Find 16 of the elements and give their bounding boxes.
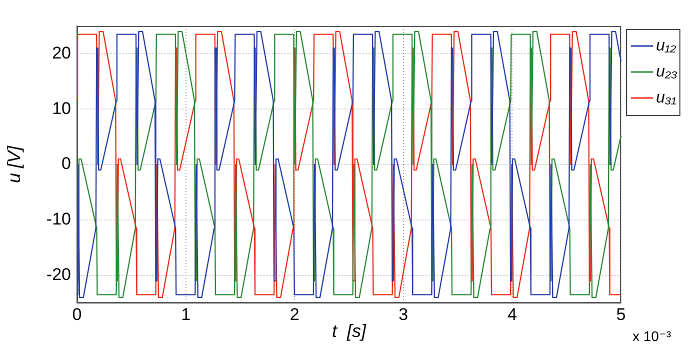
y-tick-label: -20: [46, 264, 71, 284]
legend-label: u₂₃: [656, 63, 678, 80]
y-tick-label: 20: [52, 43, 71, 62]
legend-label: u₁₂: [656, 37, 676, 54]
x-tick-label: 1: [181, 304, 191, 324]
x-tick-label: 5: [616, 304, 626, 324]
legend-label: u₃₁: [656, 89, 676, 106]
y-axis-title: u [V]: [4, 144, 24, 184]
text: x 10⁻³: [632, 328, 672, 344]
y-tick-label: 0: [62, 154, 71, 174]
x-tick-label: 3: [398, 304, 408, 324]
y-tick-label: 10: [52, 98, 71, 118]
x-tick-label: 4: [507, 304, 517, 324]
x-tick-label: 2: [290, 304, 300, 324]
y-tick-label: -10: [46, 210, 71, 229]
x-axis-title: t [s]: [332, 321, 367, 342]
